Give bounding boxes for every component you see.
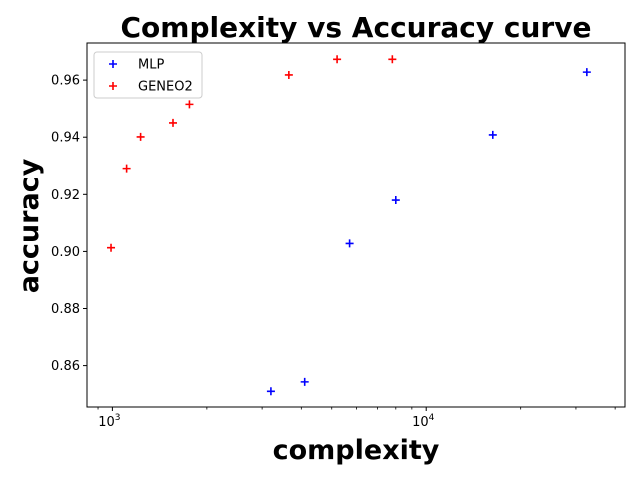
data-point xyxy=(333,55,342,64)
y-tick-label: 0.86 xyxy=(51,359,80,374)
series-geneo2 xyxy=(107,55,397,252)
data-point xyxy=(107,243,116,252)
legend-label: GENEO2 xyxy=(138,80,193,95)
legend-box xyxy=(93,51,203,99)
x-tick-label: 104 xyxy=(412,413,435,430)
data-point xyxy=(345,239,354,248)
y-tick-label: 0.92 xyxy=(51,188,80,203)
data-point xyxy=(266,387,275,396)
y-tick-label: 0.88 xyxy=(51,302,80,317)
legend-marker xyxy=(109,82,117,90)
legend-label: MLP xyxy=(138,58,164,73)
series-mlp xyxy=(266,68,591,396)
y-tick-label: 0.96 xyxy=(51,74,80,89)
y-axis: 0.86 0.88 0.90 0.92 0.94 0.96 xyxy=(51,74,87,374)
data-point xyxy=(388,55,397,64)
series-layer xyxy=(107,55,591,396)
data-point xyxy=(185,100,194,109)
plot-area xyxy=(86,42,626,408)
axes-frame xyxy=(86,42,626,408)
data-point xyxy=(391,196,400,205)
data-point xyxy=(136,132,145,141)
data-point xyxy=(582,68,591,77)
x-axis: 103 104 xyxy=(97,407,616,430)
legend: MLP GENEO2 xyxy=(93,51,203,99)
data-point xyxy=(122,164,131,173)
y-tick-label: 0.90 xyxy=(51,245,80,260)
x-axis-label: complexity xyxy=(273,435,440,466)
data-point xyxy=(300,377,309,386)
data-point xyxy=(284,70,293,79)
legend-marker xyxy=(109,60,117,68)
y-axis-label: accuracy xyxy=(14,158,45,293)
x-tick-label: 103 xyxy=(98,413,120,430)
data-point xyxy=(488,130,497,139)
data-point xyxy=(169,118,177,127)
y-tick-label: 0.94 xyxy=(51,131,80,146)
chart-title: Complexity vs Accuracy curve xyxy=(121,11,592,44)
